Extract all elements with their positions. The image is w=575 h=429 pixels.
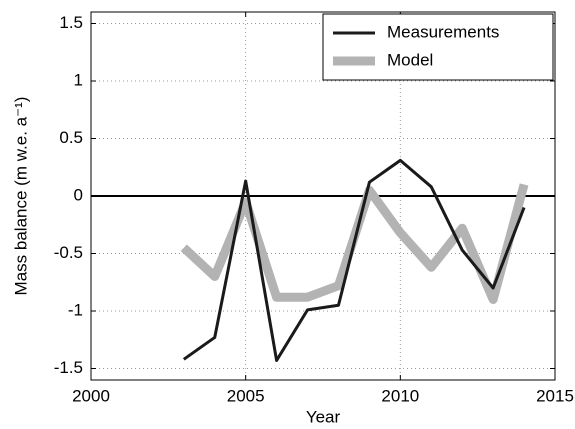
x-tick-label: 2015 bbox=[536, 386, 574, 405]
x-axis-label: Year bbox=[306, 407, 341, 426]
y-tick-label: -1.5 bbox=[54, 358, 83, 377]
y-tick-label: 1.5 bbox=[59, 13, 83, 32]
y-tick-label: 0 bbox=[74, 185, 83, 204]
y-tick-label: -1 bbox=[68, 300, 83, 319]
y-tick-label: 1 bbox=[74, 70, 83, 89]
legend-box bbox=[322, 13, 554, 81]
legend-label: Measurements bbox=[387, 22, 499, 41]
y-tick-label: -0.5 bbox=[54, 243, 83, 262]
x-tick-label: 2000 bbox=[72, 386, 110, 405]
legend-label: Model bbox=[387, 50, 433, 69]
x-tick-label: 2005 bbox=[227, 386, 265, 405]
series-line bbox=[182, 158, 526, 362]
axes-frame bbox=[90, 11, 556, 381]
y-axis-label: Mass balance (m w.e. a⁻¹) bbox=[11, 97, 30, 296]
x-tick-label: 2010 bbox=[381, 386, 419, 405]
y-tick-label: 0.5 bbox=[59, 128, 83, 147]
